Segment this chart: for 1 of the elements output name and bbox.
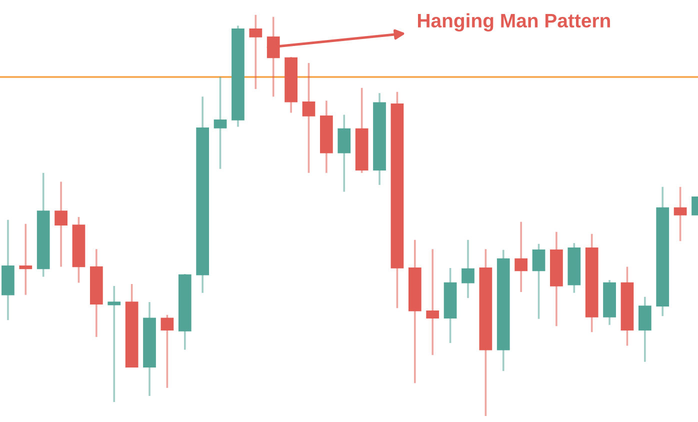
annotation: Hanging Man Pattern (418, 13, 610, 32)
